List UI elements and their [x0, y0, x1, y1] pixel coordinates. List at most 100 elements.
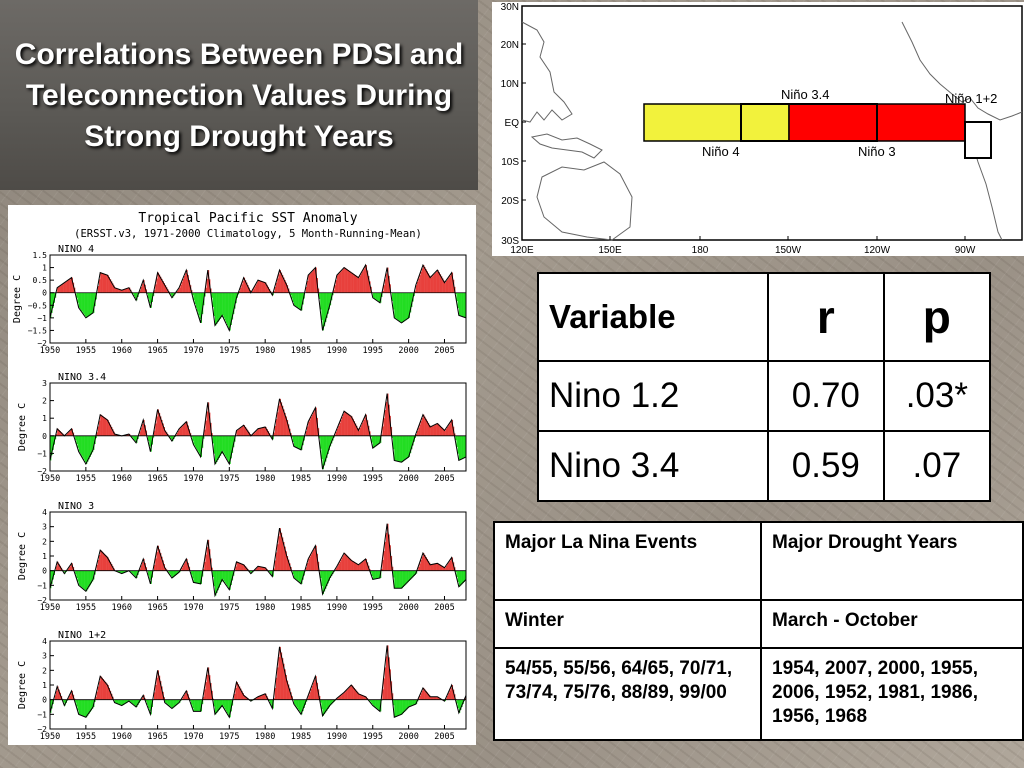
sst-bar [406, 292, 408, 320]
sst-bar [127, 699, 130, 702]
y-tick-label: 4 [42, 508, 47, 517]
sst-bar [376, 570, 378, 579]
cell-drought-season: March - October [760, 599, 1024, 649]
sst-bar [244, 280, 247, 293]
sst-bar [238, 562, 241, 571]
sst-bar [206, 547, 208, 571]
sst-bar [148, 435, 150, 442]
sst-bar [408, 699, 411, 707]
sst-bar [102, 552, 104, 571]
sst-bar [118, 570, 120, 573]
sst-bar [258, 566, 260, 571]
sst-bar [457, 435, 460, 454]
sst-bar [460, 292, 462, 316]
sst-bar [76, 570, 78, 578]
sst-bar [285, 416, 287, 436]
sst-bar [214, 292, 217, 326]
sst-bar [456, 699, 458, 704]
sst-bar [185, 692, 187, 700]
sst-bar [185, 422, 187, 436]
sst-bar [128, 287, 131, 293]
sst-bar [206, 278, 208, 293]
sst-bar [213, 292, 216, 317]
sst-bar [181, 426, 183, 436]
sst-bar [90, 570, 93, 584]
sst-bar [345, 268, 347, 293]
sst-bar [75, 435, 77, 441]
sst-bar [261, 427, 263, 436]
sst-bar [378, 292, 381, 302]
sst-bar [140, 427, 143, 436]
sst-bar [69, 279, 71, 293]
sst-bar [228, 570, 230, 589]
sst-bar [273, 291, 275, 293]
sst-bar [373, 570, 376, 580]
sst-bar [109, 424, 112, 436]
sst-bar [219, 435, 222, 456]
sst-bar [338, 273, 340, 293]
sst-bar [207, 667, 210, 700]
sst-bar [323, 435, 326, 466]
sst-bar [132, 435, 134, 439]
panel-frame [49, 382, 467, 472]
sst-bar [58, 563, 60, 571]
sst-bar [312, 550, 315, 571]
sst-bar [314, 268, 316, 293]
sst-bar [99, 420, 101, 436]
sst-bar [382, 291, 384, 293]
sst-bar [146, 699, 149, 705]
sst-bar [333, 290, 335, 293]
sst-bar [83, 570, 85, 590]
sst-bar [291, 435, 293, 438]
sst-bar [424, 555, 426, 571]
sst-bar [191, 570, 193, 575]
sst-bar [87, 570, 89, 590]
sst-bar [256, 567, 259, 571]
sst-bar [362, 422, 364, 436]
y-tick-label: 2 [42, 397, 47, 406]
sst-bar [70, 429, 72, 436]
sst-bar [456, 435, 458, 447]
sst-bar [220, 570, 223, 583]
sst-bar [214, 699, 217, 715]
sst-bar [265, 427, 267, 436]
sst-bar [87, 292, 89, 318]
sst-bar [89, 292, 91, 316]
sst-bar [181, 567, 183, 571]
sst-bar [296, 292, 298, 307]
sst-bar [112, 429, 114, 436]
sst-bar [394, 570, 396, 589]
x-tick-label: 1970 [183, 732, 203, 742]
sst-bar [437, 270, 439, 293]
sst-bar [450, 559, 452, 571]
sst-bar [280, 652, 283, 700]
sst-bar [326, 699, 328, 711]
sst-bar [110, 564, 113, 571]
sst-bar [275, 282, 278, 293]
sst-bar [396, 435, 399, 462]
sst-bar [246, 282, 248, 293]
sst-bar [214, 570, 217, 596]
sst-bar [413, 570, 415, 577]
sst-bar [59, 692, 61, 700]
sst-bar [375, 570, 377, 579]
sst-bar [260, 695, 262, 700]
sst-bar [140, 565, 143, 571]
sst-bar [170, 570, 173, 577]
sst-bar [198, 699, 200, 712]
sst-bar [232, 435, 235, 448]
sst-bar [279, 270, 281, 293]
sst-bar [91, 570, 94, 582]
sst-bar [54, 695, 57, 700]
sst-bar [383, 285, 385, 293]
table-row: Nino 1.2 0.70 .03* [537, 360, 992, 432]
sst-bar [463, 570, 466, 582]
y-axis-label: Degree C [17, 661, 28, 709]
sst-bar [164, 430, 167, 436]
sst-bar [430, 277, 432, 293]
sst-bar [149, 699, 151, 712]
sst-bar [360, 273, 363, 293]
y-tick-label: 3 [42, 652, 47, 661]
sst-bar [171, 570, 174, 578]
